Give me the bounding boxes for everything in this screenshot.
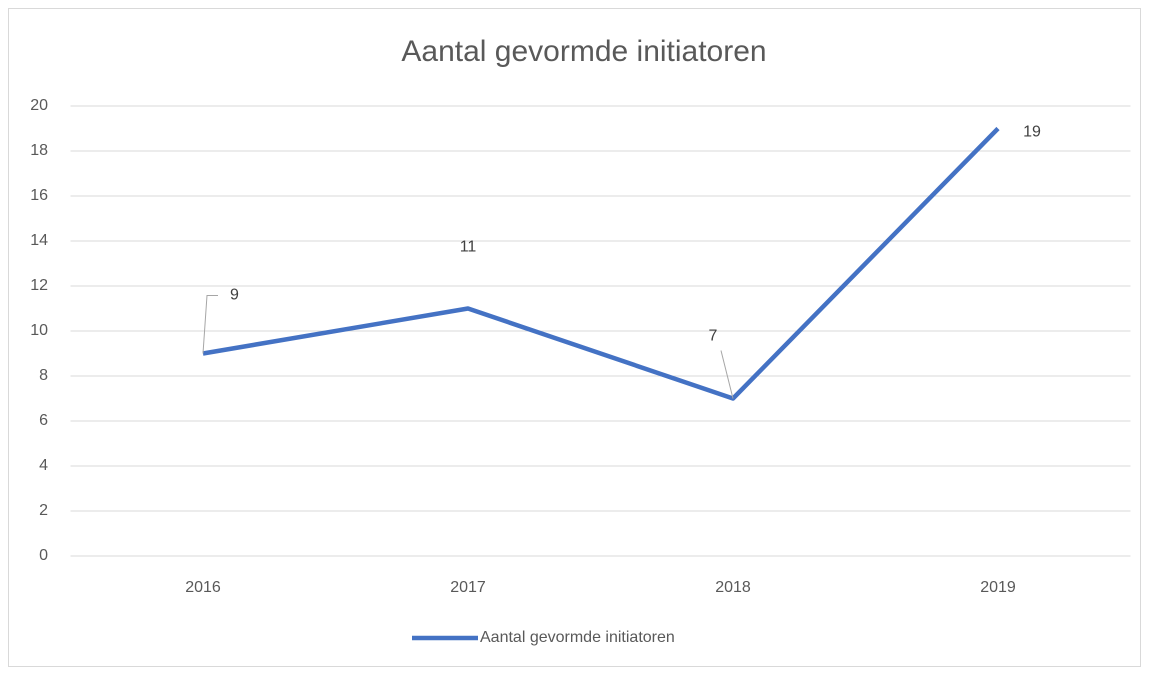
x-tick-label: 2016 <box>185 579 221 596</box>
series-line <box>202 126 1000 401</box>
chart-border <box>8 8 1141 667</box>
x-tick-label: 2017 <box>450 579 486 596</box>
y-tick-label: 4 <box>39 457 48 474</box>
y-tick-label: 20 <box>30 97 48 114</box>
data-label: 19 <box>1023 124 1041 141</box>
leader-line <box>720 350 734 399</box>
legend-label: Aantal gevormde initiatoren <box>480 629 675 646</box>
y-tick-label: 2 <box>39 502 48 519</box>
data-label: 11 <box>460 239 477 256</box>
y-tick-label: 6 <box>39 412 48 429</box>
data-label: 7 <box>709 328 718 345</box>
x-tick-label: 2019 <box>980 579 1016 596</box>
y-tick-label: 10 <box>30 322 48 339</box>
data-label: 9 <box>230 287 239 304</box>
y-tick-label: 18 <box>30 142 48 159</box>
y-tick-label: 12 <box>30 277 48 294</box>
y-tick-label: 14 <box>30 232 48 249</box>
y-tick-label: 16 <box>30 187 48 204</box>
chart-title: Aantal gevormde initiatoren <box>401 35 766 68</box>
y-tick-label: 8 <box>39 367 48 384</box>
x-tick-label: 2018 <box>715 579 751 596</box>
y-tick-label: 0 <box>39 547 48 564</box>
leader-line <box>202 295 218 354</box>
